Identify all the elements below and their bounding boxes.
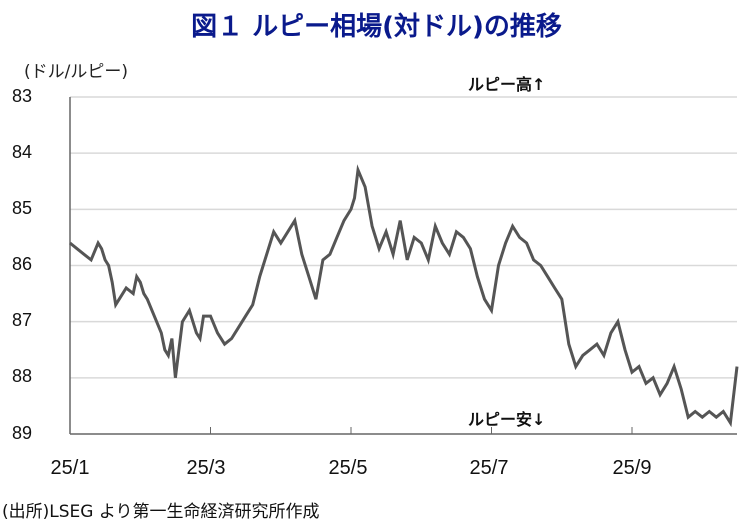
chart-title: 図１ ルピー相場(対ドル)の推移 (191, 12, 562, 42)
x-tick-25-5: 25/5 (328, 457, 368, 479)
usd-inr-line (69, 164, 739, 428)
x-tick-marks (210, 427, 633, 434)
y-tick-87: 87 (12, 310, 33, 330)
x-tick-25-3: 25/3 (186, 457, 226, 479)
annotation-rupee-weak: ルピー安↓ (468, 410, 546, 429)
source-note: (出所)LSEG より第一生命経済研究所作成 (2, 502, 320, 522)
x-tick-25-9: 25/9 (612, 457, 652, 479)
x-tick-25-7: 25/7 (469, 457, 509, 479)
annotation-rupee-strong: ルピー高↑ (468, 75, 546, 94)
y-tick-89: 89 (12, 423, 33, 443)
y-axis-unit-label: (ドル/ルピー) (24, 62, 128, 82)
y-tick-86: 86 (12, 254, 33, 274)
y-tick-88: 88 (12, 366, 33, 386)
y-tick-83: 83 (12, 86, 33, 106)
y-tick-84: 84 (12, 142, 33, 162)
y-tick-85: 85 (12, 198, 33, 218)
x-tick-25-1: 25/1 (50, 457, 90, 479)
